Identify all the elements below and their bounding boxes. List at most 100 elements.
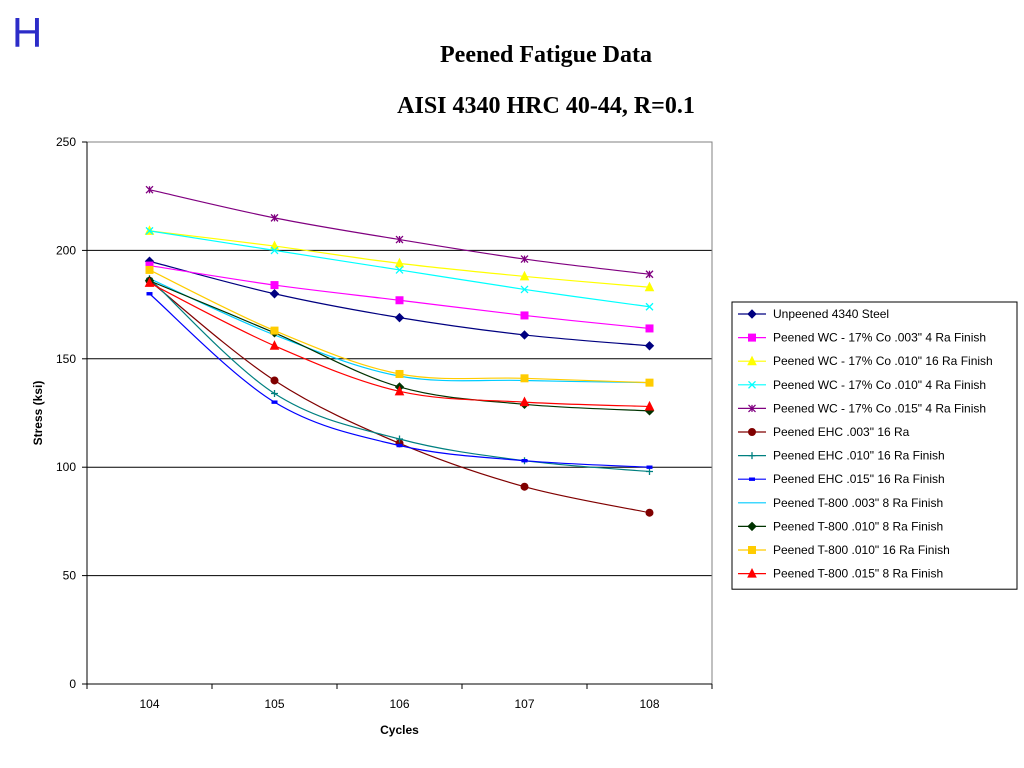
data-point	[519, 396, 530, 407]
series-2	[145, 261, 654, 333]
data-point	[271, 400, 278, 404]
y-tick-label: 50	[63, 569, 77, 583]
legend-entry: Peened EHC .015" 16 Ra Finish	[738, 472, 945, 486]
x-tick-label: 107	[514, 697, 534, 711]
legend-marker	[747, 355, 757, 366]
data-point	[395, 265, 404, 274]
legend-marker	[748, 404, 756, 413]
x-axis-title: Cycles	[380, 723, 419, 737]
series-4	[145, 226, 654, 311]
legend-entry: Peened EHC .010" 16 Ra Finish	[738, 449, 945, 463]
data-point	[145, 226, 154, 235]
legend-label: Peened WC - 17% Co .003" 4 Ra Finish	[773, 331, 986, 345]
y-axis-title: Stress (ksi)	[31, 381, 45, 446]
legend-entry: Peened WC - 17% Co .003" 4 Ra Finish	[738, 331, 986, 345]
series-layer	[144, 185, 655, 517]
legend-marker	[748, 428, 756, 436]
legend-label: Peened EHC .003" 16 Ra	[773, 425, 910, 439]
legend-entry: Peened T-800 .003" 8 Ra Finish	[738, 496, 943, 510]
data-point	[645, 270, 654, 279]
legend-label: Peened T-800 .010" 16 Ra Finish	[773, 543, 950, 557]
data-point	[395, 369, 404, 378]
y-tick-label: 200	[56, 243, 76, 257]
data-point	[645, 302, 654, 311]
legend: Unpeened 4340 Steel Peened WC - 17% Co .0…	[731, 301, 1018, 590]
slide-letter: H	[12, 9, 43, 56]
y-tick-label: 250	[56, 135, 76, 149]
data-point	[644, 281, 655, 292]
legend-entry: Peened T-800 .010" 8 Ra Finish	[738, 519, 943, 533]
data-point	[519, 330, 530, 340]
chart-title: Peened Fatigue Data	[440, 42, 652, 68]
legend-entry: Peened T-800 .015" 8 Ra Finish	[738, 567, 943, 581]
data-point	[644, 400, 655, 411]
series-1	[144, 256, 655, 351]
legend-label: Peened WC - 17% Co .015" 4 Ra Finish	[773, 401, 986, 415]
legend-marker	[747, 567, 757, 578]
data-point	[145, 185, 154, 194]
series-9	[149, 278, 650, 384]
legend-marker	[748, 333, 756, 342]
legend-entry: Peened WC - 17% Co .015" 4 Ra Finish	[738, 401, 986, 415]
y-tick-label: 0	[69, 677, 76, 691]
legend-entry: Peened WC - 17% Co .010" 16 Ra Finish	[738, 354, 993, 368]
y-tick-label: 100	[56, 460, 76, 474]
data-point	[271, 389, 278, 397]
legend-label: Peened T-800 .010" 8 Ra Finish	[773, 519, 943, 533]
data-point	[644, 341, 655, 351]
data-point	[269, 340, 280, 350]
gridlines	[87, 249, 712, 577]
x-tick-label: 105	[264, 697, 284, 711]
legend-marker	[748, 380, 756, 389]
legend-entry: Peened EHC .003" 16 Ra	[738, 425, 910, 439]
x-tick-label: 108	[639, 697, 659, 711]
data-point	[395, 235, 404, 244]
x-axis: 104 105 106 107 108	[86, 683, 713, 711]
legend-label: Peened T-800 .003" 8 Ra Finish	[773, 496, 943, 510]
data-point	[645, 378, 654, 387]
x-tick-label: 104	[139, 697, 159, 711]
legend-marker	[748, 546, 756, 554]
data-point	[270, 246, 279, 255]
data-point	[645, 324, 654, 333]
data-point	[146, 292, 153, 296]
y-axis: 0 50 100 150 200 250	[56, 135, 88, 691]
x-tick-label: 106	[389, 697, 409, 711]
series-line	[149, 269, 650, 384]
legend-marker	[748, 452, 756, 460]
series-5	[145, 185, 654, 279]
legend-label: Peened WC - 17% Co .010" 16 Ra Finish	[773, 354, 993, 368]
legend-label: Peened T-800 .015" 8 Ra Finish	[773, 567, 943, 581]
data-point	[519, 270, 530, 281]
legend-box	[731, 301, 1018, 590]
data-point	[520, 482, 529, 491]
series-11	[145, 265, 654, 387]
data-point	[520, 285, 529, 294]
series-12	[144, 277, 655, 411]
legend-marker	[749, 477, 755, 481]
legend-entry: Peened WC - 17% Co .010" 4 Ra Finish	[738, 378, 986, 392]
data-point	[394, 312, 405, 323]
data-point	[520, 374, 529, 383]
data-point	[645, 508, 654, 517]
plot-area-border	[86, 141, 713, 685]
legend-entry: Unpeened 4340 Steel	[738, 307, 889, 321]
data-point	[270, 213, 279, 222]
legend-entry: Peened T-800 .010" 16 Ra Finish	[738, 543, 950, 557]
data-point	[396, 443, 403, 448]
legend-label: Peened EHC .015" 16 Ra Finish	[773, 472, 945, 486]
data-point	[520, 311, 529, 320]
data-point	[394, 257, 405, 268]
legend-label: Peened EHC .010" 16 Ra Finish	[773, 449, 945, 463]
chart-subtitle: AISI 4340 HRC 40-44, R=0.1	[397, 93, 695, 119]
data-point	[270, 326, 279, 335]
data-point	[395, 296, 404, 305]
series-line	[149, 278, 650, 384]
data-point	[394, 385, 405, 396]
data-point	[270, 376, 279, 385]
data-point	[144, 277, 155, 287]
legend-marker	[747, 309, 757, 319]
data-point	[145, 265, 154, 274]
y-tick-label: 150	[56, 352, 76, 366]
